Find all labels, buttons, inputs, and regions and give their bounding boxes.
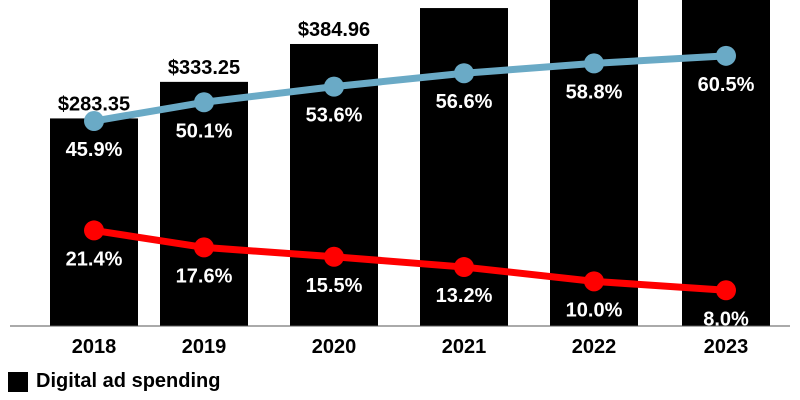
series-2-point-2020 [324,246,344,267]
legend-swatch [8,371,28,392]
series-1-point-2022 [584,53,604,74]
series-1-label-2022: 58.8% [566,81,623,103]
series-2-point-2018 [84,220,104,241]
series-2-label-2019: 17.6% [176,265,233,287]
bar-value-label-2020: $384.96 [298,19,370,41]
series-2-label-2023: 8.0% [703,308,749,330]
series-2-label-2018: 21.4% [66,248,123,270]
x-tick-label-2018: 2018 [72,336,117,358]
x-tick-label-2020: 2020 [312,336,357,358]
series-1-label-2020: 53.6% [306,105,363,127]
series-1-label-2023: 60.5% [698,74,755,96]
bar-2019 [160,81,248,326]
x-ticks-layer: 2018 2019 2020 2021 2022 2023 [72,336,749,358]
legend: Digital ad spending [8,370,220,393]
series-2-label-2020: 15.5% [306,275,363,297]
series-1-point-2019 [194,92,214,113]
bars-layer [50,0,770,327]
series-2-point-2021 [454,257,474,278]
series-2-label-2022: 10.0% [566,299,623,321]
series-line-2 [90,226,730,294]
legend-label: Digital ad spending [36,370,221,392]
series-2-label-2021: 13.2% [436,285,493,307]
series-1-label-2021: 56.6% [436,91,493,113]
lines-layer: 45.9% 50.1% 53.6% 56.6% 58.8% 60.5% 21.4% 17.6%… [66,45,755,330]
bar-value-label-2018: $283.35 [58,93,130,115]
series-2-point-2023 [716,280,736,301]
x-tick-label-2019: 2019 [182,336,227,358]
series-2-point-2022 [584,271,604,292]
bar-labels-layer: $283.35 $333.25 $384.96 [58,19,370,115]
series-1-point-2020 [324,76,344,97]
x-tick-label-2022: 2022 [572,336,617,358]
series-1-label-2018: 45.9% [66,139,123,161]
series-line-1 [90,52,730,125]
series-1-point-2023 [716,45,736,66]
bar-2021 [420,8,508,326]
series-1-point-2021 [454,63,474,84]
series-2-point-2019 [194,237,214,258]
x-tick-label-2023: 2023 [704,336,749,358]
series-1-point-2018 [84,111,104,132]
x-tick-label-2021: 2021 [442,336,487,358]
series-1-label-2019: 50.1% [176,120,233,142]
bar-value-label-2019: $333.25 [168,57,240,79]
